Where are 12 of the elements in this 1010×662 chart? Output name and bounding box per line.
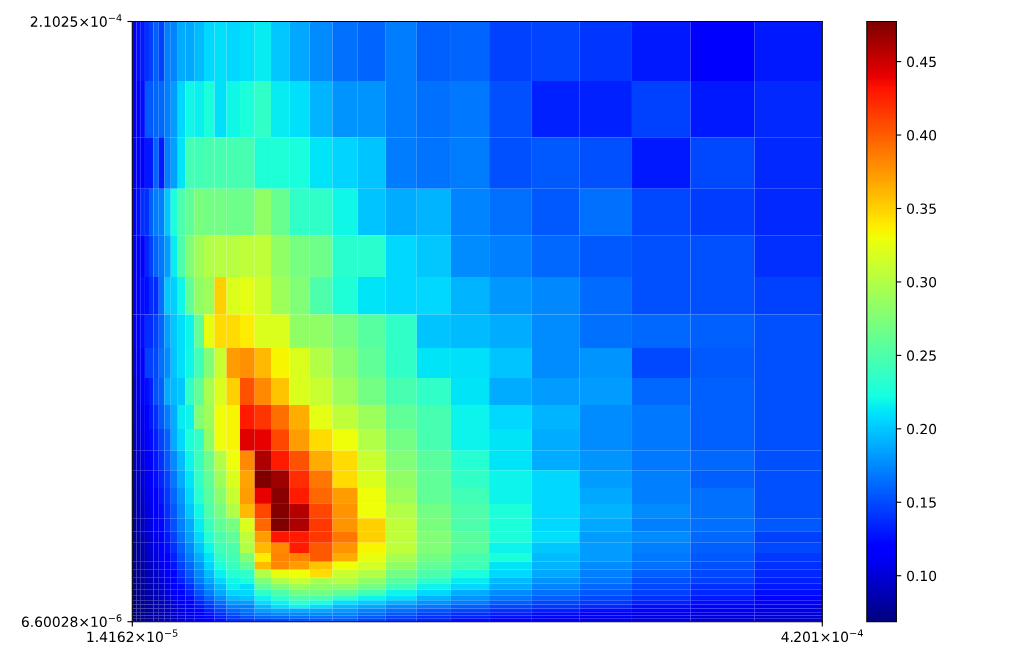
color-bar-label: 0.20 (907, 423, 937, 435)
color-bar-label: 0.30 (907, 276, 937, 288)
color-bar-label: 0.40 (907, 130, 937, 141)
y-tick-label: 2.1025×10$^{−4}$ (30, 14, 122, 27)
color-bar-label: 0.25 (907, 350, 936, 361)
color-bar-label: 0.15 (907, 497, 936, 508)
y-tick-label: 6.60028×10$^{−6}$ (21, 614, 122, 628)
color-bar-label: 0.35 (907, 203, 936, 214)
x-tick-label: 4.201×10$^{−4}$ (781, 629, 863, 643)
color-bar-label: 0.45 (907, 56, 936, 68)
x-tick-label: 1.4162×10$^{−5}$ (87, 629, 178, 643)
color-bar-label: 0.10 (907, 570, 937, 582)
